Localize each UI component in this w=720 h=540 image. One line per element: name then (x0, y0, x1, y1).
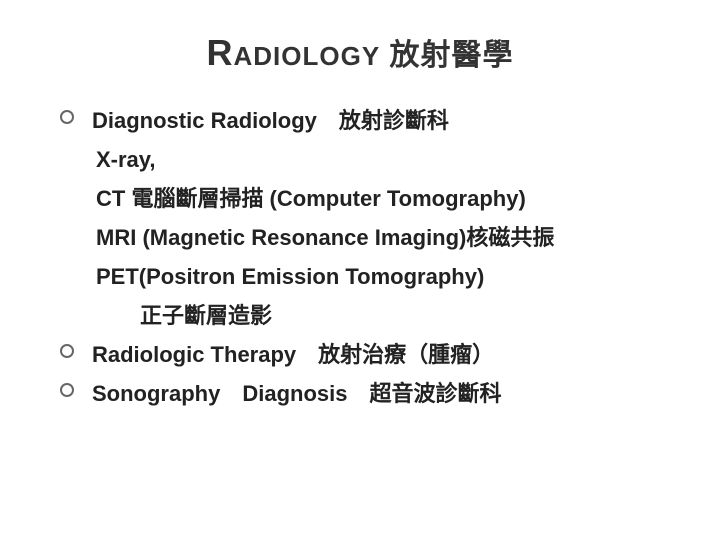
bullet-text: Radiologic Therapy 放射治療（腫瘤） (92, 338, 494, 371)
sub-line: X-ray, (60, 143, 680, 176)
title-first-letter: R (206, 32, 233, 73)
list-item: Radiologic Therapy 放射治療（腫瘤） (60, 338, 680, 371)
list-item: Diagnostic Radiology 放射診斷科 (60, 104, 680, 137)
title-chinese: 放射醫學 (390, 39, 514, 72)
sub-line: CT 電腦斷層掃描 (Computer Tomography) (60, 182, 680, 215)
bullet-text: Diagnostic Radiology 放射診斷科 (92, 104, 449, 137)
content-area: Diagnostic Radiology 放射診斷科 X-ray, CT 電腦斷… (40, 104, 680, 410)
list-item: Sonography Diagnosis 超音波診斷科 (60, 377, 680, 410)
bullet-text: Sonography Diagnosis 超音波診斷科 (92, 377, 501, 410)
bullet-icon (60, 110, 74, 124)
sub-line: MRI (Magnetic Resonance Imaging)核磁共振 (60, 221, 680, 254)
title-small-caps: ADIOLOGY (233, 41, 380, 71)
slide-container: RADIOLOGY 放射醫學 Diagnostic Radiology 放射診斷… (0, 0, 720, 540)
bullet-icon (60, 344, 74, 358)
bullet-icon (60, 383, 74, 397)
sub-line: PET(Positron Emission Tomography) (60, 260, 680, 293)
slide-title: RADIOLOGY 放射醫學 (40, 30, 680, 74)
sub-line-indented: 正子斷層造影 (60, 299, 680, 332)
